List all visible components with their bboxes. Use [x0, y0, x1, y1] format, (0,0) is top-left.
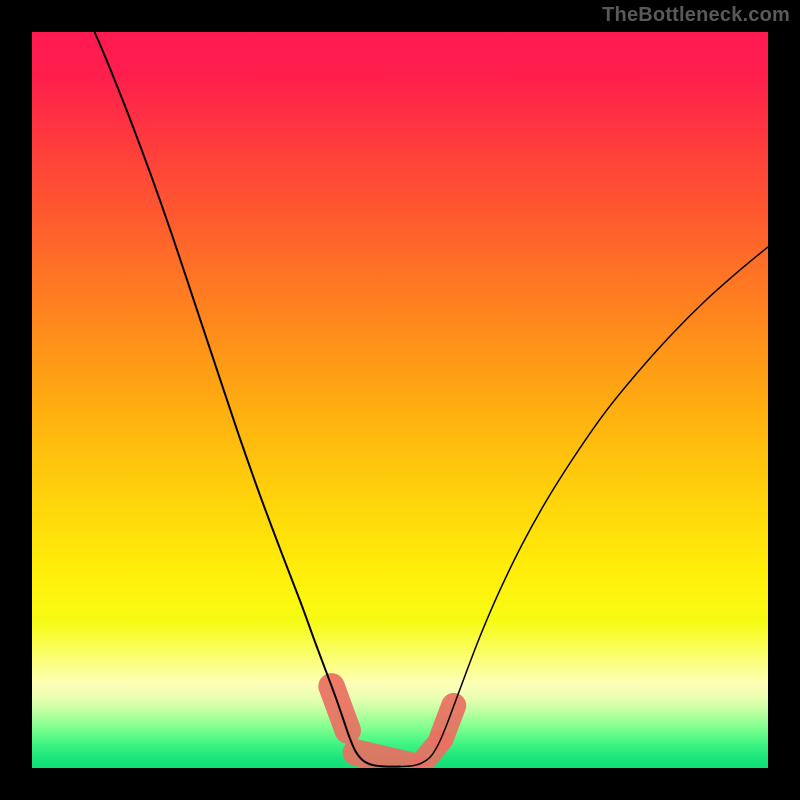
chart-stage: TheBottleneck.com [0, 0, 800, 800]
gradient-background [32, 32, 768, 768]
bottleneck-chart [0, 0, 800, 800]
watermark-text: TheBottleneck.com [602, 4, 790, 27]
